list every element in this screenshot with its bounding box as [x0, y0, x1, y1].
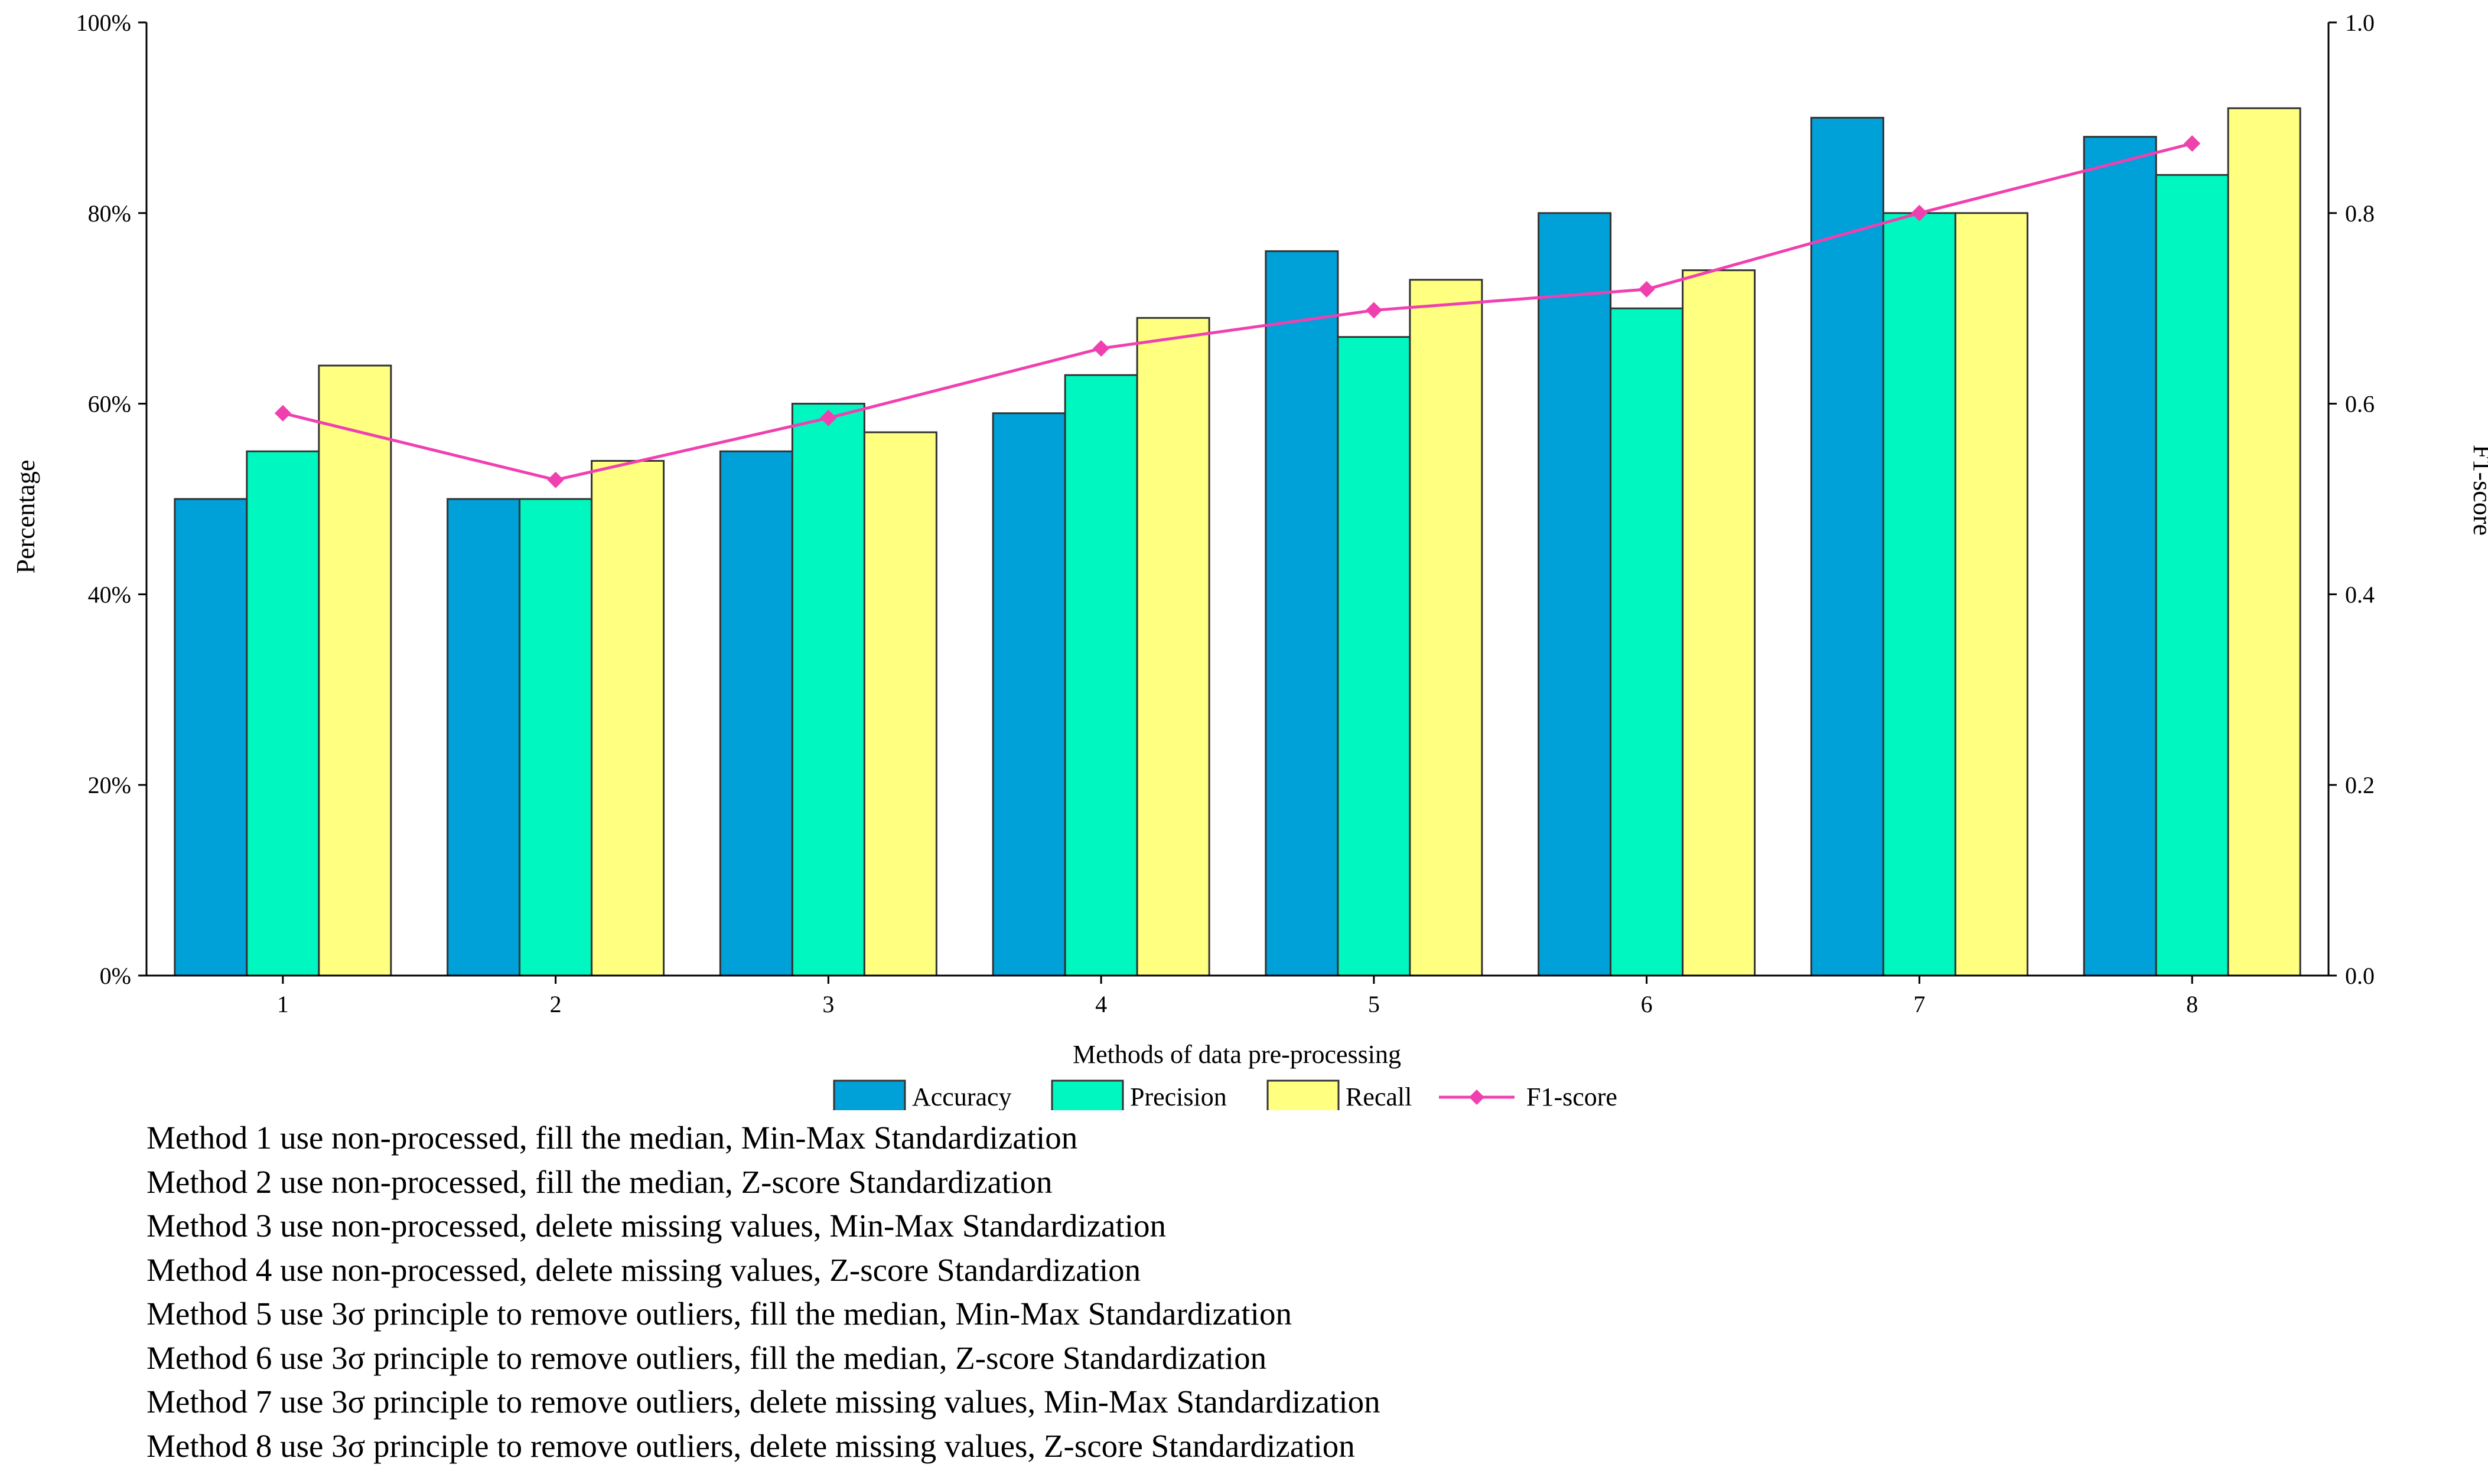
f1-score-point: [2184, 135, 2201, 152]
legend-label: F1-score: [1526, 1082, 1617, 1110]
bar-precision: [1882, 212, 1956, 977]
bar-precision: [1337, 336, 1411, 977]
f1-score-point: [1093, 340, 1110, 357]
bar-precision: [1610, 307, 1684, 977]
x-tick-label: 2: [550, 991, 562, 1017]
bar-recall: [318, 364, 392, 977]
y-tick-label: 60%: [88, 391, 131, 418]
bar-precision: [791, 403, 865, 977]
f1-score-line: [274, 135, 2201, 488]
method-note: Method 2 use non-processed, fill the med…: [146, 1163, 1053, 1200]
y2-axis-title: F1-score: [2468, 445, 2488, 536]
legend-label: Precision: [1130, 1082, 1227, 1110]
method-notes: Method 1 use non-processed, fill the med…: [146, 1116, 1380, 1468]
method-note: Method 7 use 3σ principle to remove outl…: [146, 1384, 1380, 1420]
legend-swatch-recall: [1266, 1079, 1340, 1110]
bar-recall: [1954, 212, 2028, 977]
y-tick-label: 80%: [88, 200, 131, 227]
bar-accuracy: [1810, 116, 1884, 977]
bar-recall: [1136, 317, 1210, 977]
chart: 0% 20% 40% 60% 80% 100% 0.0 0.2 0.4 0.6 0.8 1.0 1 2…: [11, 9, 2488, 1110]
bar-accuracy: [2083, 136, 2157, 977]
bar-precision: [519, 498, 593, 977]
bar-precision: [1064, 374, 1138, 977]
right-y-axis-ticks: 0.0 0.2 0.4 0.6 0.8 1.0: [2329, 9, 2375, 989]
y2-tick-label: 0.2: [2345, 772, 2375, 798]
axes: [145, 22, 2330, 977]
method-note: Method 6 use 3σ principle to remove outl…: [146, 1339, 1267, 1376]
bar-recall: [1682, 269, 1756, 977]
method-note: Method 1 use non-processed, fill the med…: [146, 1120, 1078, 1156]
legend-swatch-accuracy: [833, 1079, 906, 1110]
f1-score-point: [1365, 302, 1382, 319]
f1-score-point: [547, 471, 564, 488]
x-tick-label: 3: [822, 991, 834, 1017]
y-axis-title: Percentage: [11, 460, 40, 574]
method-note: Method 3 use non-processed, delete missi…: [146, 1208, 1167, 1244]
f1-score-point: [1638, 281, 1655, 298]
y2-tick-label: 0.4: [2345, 581, 2375, 608]
bar-recall: [863, 431, 937, 977]
bar-recall: [591, 459, 665, 977]
bar-precision: [2155, 174, 2229, 977]
bar-recall: [2227, 107, 2301, 977]
bar-accuracy: [174, 498, 248, 977]
y-tick-label: 0%: [100, 963, 131, 989]
y-tick-label: 20%: [88, 772, 131, 798]
x-axis-ticks: 1 2 3 4 5 6 7 8: [277, 976, 2198, 1017]
legend-label: Accuracy: [912, 1082, 1012, 1110]
method-note: Method 4 use non-processed, delete missi…: [146, 1251, 1141, 1288]
legend: Accuracy Precision Recall F1-score: [833, 1079, 1617, 1110]
bar-precision: [246, 450, 320, 977]
x-tick-label: 6: [1641, 991, 1653, 1017]
x-tick-label: 7: [1913, 991, 1925, 1017]
y-tick-label: 100%: [76, 9, 131, 36]
bar-accuracy: [992, 412, 1066, 977]
x-tick-label: 8: [2186, 991, 2198, 1017]
f1-score-point: [1911, 204, 1928, 221]
method-note: Method 5 use 3σ principle to remove outl…: [146, 1296, 1292, 1332]
x-tick-label: 1: [277, 991, 289, 1017]
legend-label: Recall: [1346, 1082, 1412, 1110]
y2-tick-label: 0.0: [2345, 963, 2375, 989]
bars: [174, 107, 2301, 977]
f1-score-point: [820, 409, 837, 426]
left-y-axis-ticks: 0% 20% 40% 60% 80% 100%: [76, 9, 146, 989]
x-tick-label: 5: [1368, 991, 1380, 1017]
y2-tick-label: 0.6: [2345, 391, 2375, 418]
bar-recall: [1409, 279, 1483, 977]
x-tick-label: 4: [1095, 991, 1107, 1017]
bar-accuracy: [1538, 212, 1612, 977]
bar-accuracy: [1265, 250, 1339, 977]
bar-accuracy: [719, 450, 793, 977]
f1-score-series-line: [282, 142, 2193, 482]
f1-score-point: [274, 405, 291, 422]
bar-accuracy: [447, 498, 521, 977]
y2-tick-label: 1.0: [2345, 9, 2375, 36]
y-tick-label: 40%: [88, 581, 131, 608]
legend-marker-f1-score: [1469, 1090, 1484, 1105]
y2-tick-label: 0.8: [2345, 200, 2375, 227]
legend-swatch-precision: [1051, 1079, 1124, 1110]
method-note: Method 8 use 3σ principle to remove outl…: [146, 1427, 1355, 1464]
x-axis-title: Methods of data pre-processing: [1073, 1040, 1401, 1069]
